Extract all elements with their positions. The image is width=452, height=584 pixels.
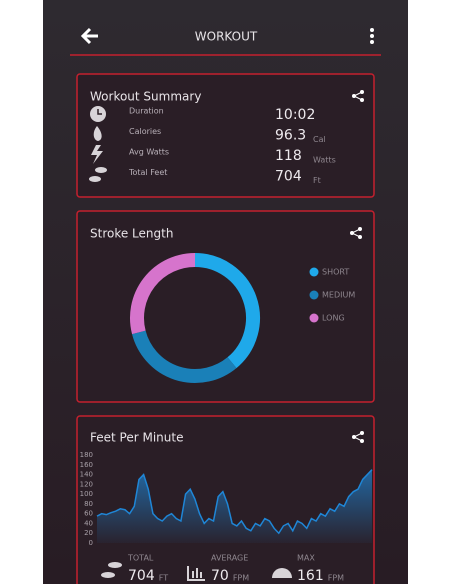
donut-segment <box>194 253 260 369</box>
card-title: Workout Summary <box>90 90 201 104</box>
row-label: Duration <box>129 107 164 116</box>
menu-button[interactable] <box>370 28 374 44</box>
stat-label: AVERAGE <box>211 554 248 563</box>
row-label: Avg Watts <box>129 148 169 157</box>
line <box>96 469 373 535</box>
y-tick-label: 0 <box>89 539 93 547</box>
row-value: 10:02 <box>275 107 315 123</box>
legend-swatch <box>309 267 319 277</box>
summary-card <box>76 73 375 198</box>
stat-value: 161 <box>297 568 324 584</box>
share-icons[interactable] <box>350 90 364 443</box>
row-unit: Ft <box>313 176 321 185</box>
legend-swatch <box>309 313 319 323</box>
y-tick-label: 160 <box>80 461 93 469</box>
row-unit: Cal <box>313 135 326 144</box>
y-tick-label: 60 <box>84 510 93 518</box>
row-label: Total Feet <box>128 168 167 177</box>
stats-icons <box>101 562 292 581</box>
row-unit: Watts <box>313 156 336 165</box>
stat-value: 70 <box>211 568 229 584</box>
header-title: WORKOUT <box>195 30 258 44</box>
stat-value: 704 <box>128 568 155 584</box>
stat-label: MAX <box>297 554 315 563</box>
summary-icons <box>89 106 107 182</box>
card-title: Feet Per Minute <box>90 431 183 445</box>
legend-label: LONG <box>322 314 345 323</box>
stat-unit: FPM <box>233 574 249 583</box>
legend-label: MEDIUM <box>322 291 355 300</box>
y-tick-label: 40 <box>84 519 93 527</box>
back-button[interactable] <box>80 27 98 45</box>
y-tick-label: 100 <box>80 490 93 498</box>
y-tick-label: 120 <box>80 480 93 488</box>
legend-label: SHORT <box>322 268 349 277</box>
legend-swatch <box>309 290 319 300</box>
row-value: 704 <box>275 169 302 185</box>
y-tick-label: 80 <box>84 500 93 508</box>
donut-segment <box>132 330 237 383</box>
row-value: 96.3 <box>275 128 306 144</box>
donut-segment <box>130 253 196 335</box>
y-tick-label: 20 <box>84 529 93 537</box>
row-label: Calories <box>129 127 161 136</box>
row-value: 118 <box>275 148 302 164</box>
card-title: Stroke Length <box>90 227 173 241</box>
stat-unit: FT <box>159 574 168 583</box>
stat-unit: FPM <box>328 574 344 583</box>
y-tick-label: 140 <box>80 471 93 479</box>
y-tick-label: 180 <box>80 451 93 459</box>
stat-label: TOTAL <box>127 554 154 563</box>
